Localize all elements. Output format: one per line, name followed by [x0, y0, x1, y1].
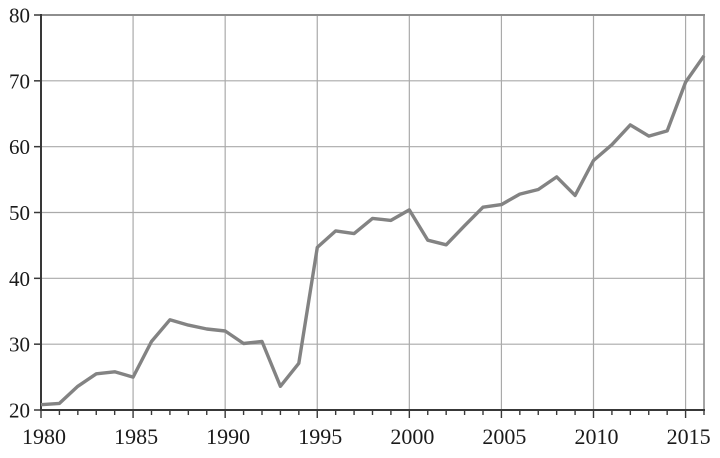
x-axis-tick-label: 1980: [22, 424, 66, 449]
y-axis-tick-label: 40: [9, 267, 30, 291]
x-axis-tick-label: 2015: [667, 424, 711, 449]
x-axis-tick-label: 1985: [114, 424, 158, 449]
x-axis-tick-label: 2000: [390, 424, 434, 449]
x-axis-tick-label: 2010: [575, 424, 619, 449]
y-axis-tick-label: 50: [9, 201, 30, 225]
y-axis-tick-label: 80: [9, 4, 30, 28]
data-line: [40, 54, 706, 407]
y-axis-tick-label: 70: [9, 69, 30, 93]
x-axis-tick-label: 1990: [206, 424, 250, 449]
y-axis-tick-label: 30: [9, 333, 30, 357]
x-axis-tick-label: 1995: [298, 424, 342, 449]
x-axis-tick-label: 2005: [482, 424, 526, 449]
y-axis-tick-label: 20: [9, 399, 30, 423]
y-axis-tick-label: 60: [9, 135, 30, 159]
